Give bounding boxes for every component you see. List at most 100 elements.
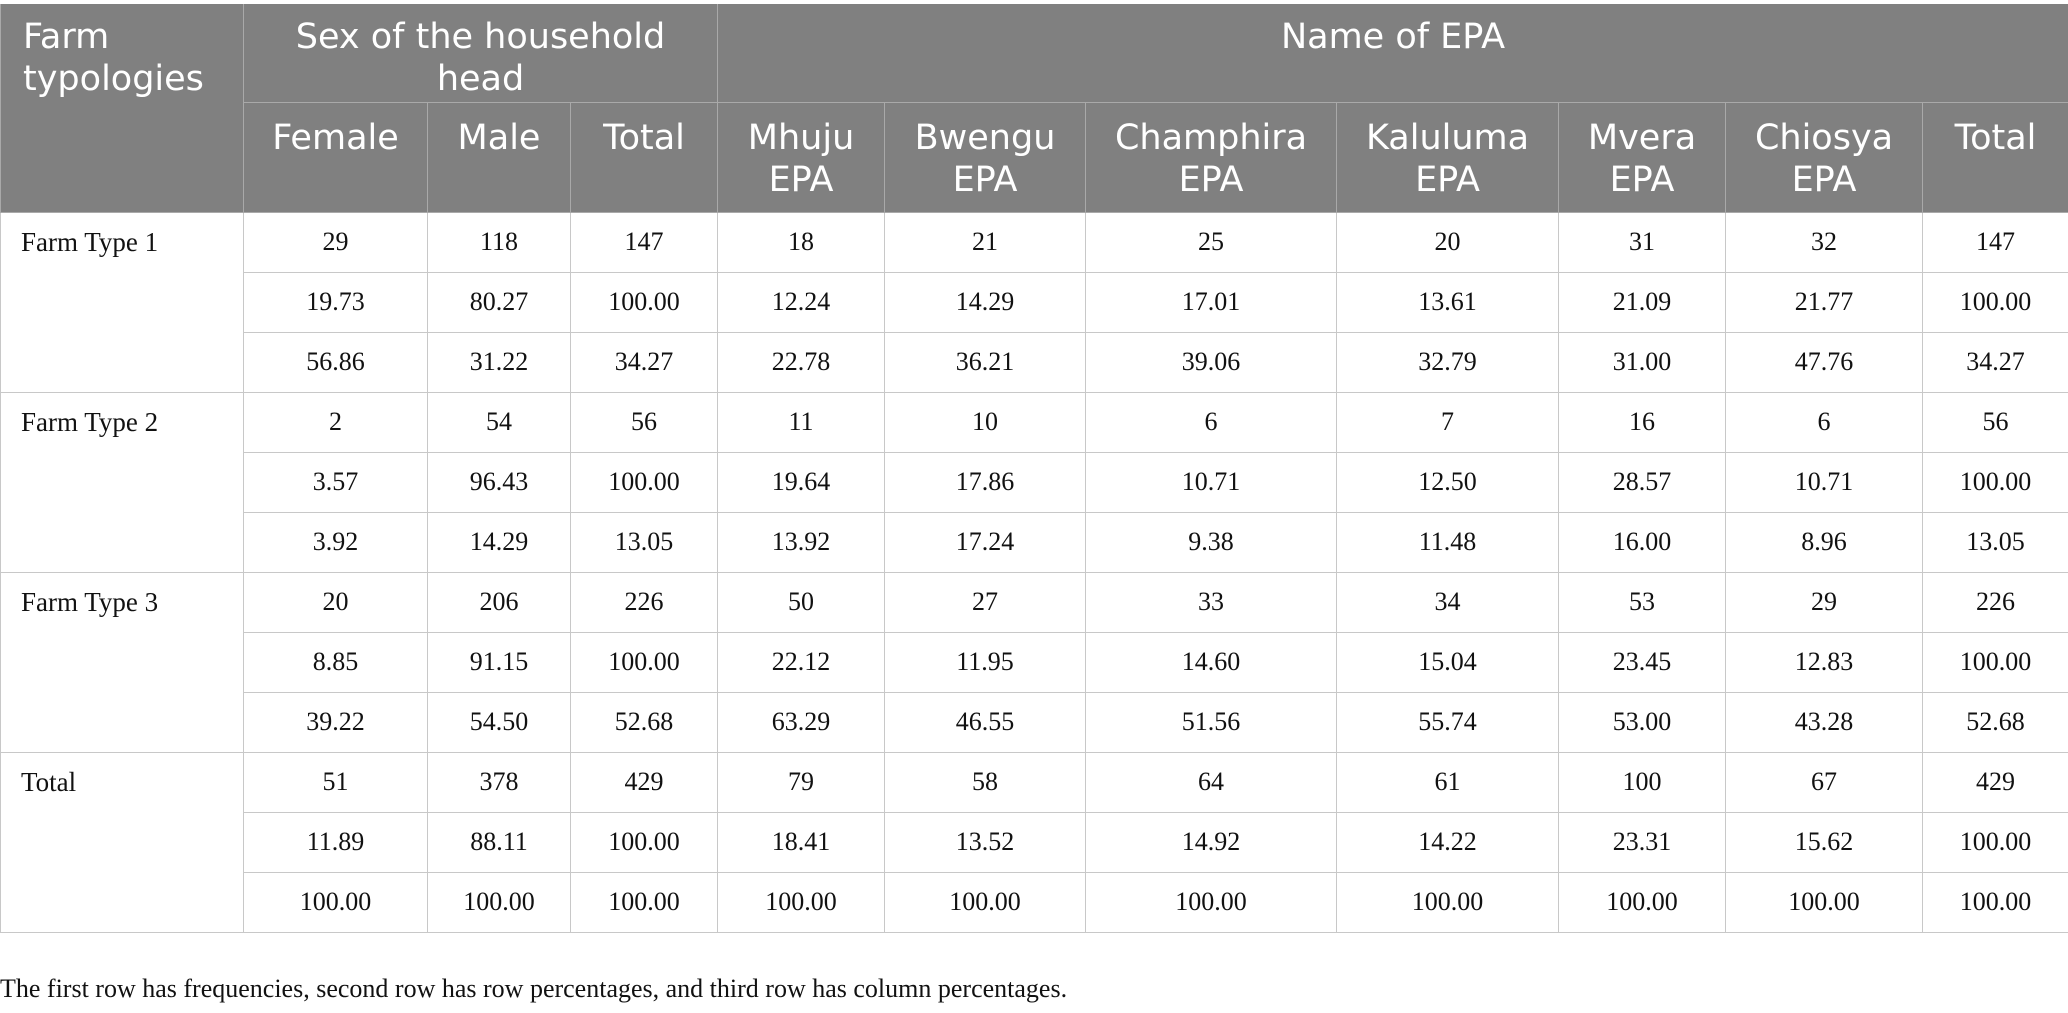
table-row: Farm Type 3 20 206 226 50 27 33 34 53 29 226 <box>0 571 2068 753</box>
table-row: 19.73 80.27 100.00 12.24 14.29 17.01 13.61 21.0… <box>1 271 2068 333</box>
table-cell: 31.00 <box>1558 331 1727 393</box>
column-header: Female <box>243 102 428 213</box>
table-cell: 25 <box>1085 211 1338 273</box>
table-cell: 6 <box>1085 391 1338 453</box>
table-cell: 100.00 <box>884 871 1087 933</box>
table-cell: 11.48 <box>1336 511 1560 573</box>
table-cell: 100.00 <box>569 811 719 873</box>
column-header: Mvera EPA <box>1558 102 1727 213</box>
table-row: Farm Type 1 29 118 147 18 21 25 20 31 32 147 <box>0 211 2068 393</box>
table-cell: 11.95 <box>884 631 1087 693</box>
table-row: Farm Type 2 2 54 56 11 10 6 7 16 6 56 <box>0 391 2068 573</box>
table-cell: 32.79 <box>1336 331 1560 393</box>
table-cell: 80.27 <box>427 271 571 333</box>
table-cell: 67 <box>1725 751 1924 813</box>
table-cell: 55.74 <box>1336 691 1560 753</box>
table-cell: 53 <box>1558 571 1727 633</box>
row-group-label: Farm Type 1 <box>0 211 244 393</box>
header-row-columns: Female Male Total Mhuju EPA Bwengu EPA C… <box>1 102 2068 213</box>
table-cell: 33 <box>1085 571 1338 633</box>
table-cell: 100.00 <box>569 451 719 513</box>
table-cell: 51 <box>243 751 428 813</box>
table-cell: 17.24 <box>884 511 1087 573</box>
table-cell: 226 <box>569 571 719 633</box>
table-cell: 39.22 <box>243 691 428 753</box>
header-row-groups: Farm typologies Sex of the household hea… <box>0 4 2068 213</box>
table-cell: 10 <box>884 391 1087 453</box>
table-cell: 14.60 <box>1085 631 1338 693</box>
table-row: 3.92 14.29 13.05 13.92 17.24 9.38 11.48 16.00 8.… <box>1 511 2068 573</box>
table-cell: 15.62 <box>1725 811 1924 873</box>
column-header: Mhuju EPA <box>717 102 886 213</box>
table-cell: 31.22 <box>427 331 571 393</box>
table-cell: 12.83 <box>1725 631 1924 693</box>
table-cell: 100.00 <box>243 871 428 933</box>
table-body: Farm Type 1 29 118 147 18 21 25 20 31 32 147 19.73 8… <box>0 211 2068 933</box>
table-cell: 14.92 <box>1085 811 1338 873</box>
table-cell: 13.92 <box>717 511 886 573</box>
table-cell: 58 <box>884 751 1087 813</box>
table-cell: 34.27 <box>569 331 719 393</box>
table-cell: 100 <box>1558 751 1727 813</box>
table-cell: 8.96 <box>1725 511 1924 573</box>
table-cell: 17.01 <box>1085 271 1338 333</box>
table-cell: 100.00 <box>569 871 719 933</box>
table-wrapper: Farm typologies Sex of the household hea… <box>0 4 2068 933</box>
table-cell: 52.68 <box>569 691 719 753</box>
table-row: 100.00 100.00 100.00 100.00 100.00 100.00 100.… <box>1 871 2068 933</box>
table-cell: 6 <box>1725 391 1924 453</box>
table-row: 39.22 54.50 52.68 63.29 46.55 51.56 55.74 53.00… <box>1 691 2068 753</box>
table-cell: 54 <box>427 391 571 453</box>
table-cell: 91.15 <box>427 631 571 693</box>
table-cell: 13.05 <box>569 511 719 573</box>
table-header: Farm typologies Sex of the household hea… <box>0 4 2068 213</box>
table-cell: 100.00 <box>1922 871 2068 933</box>
table-cell: 34 <box>1336 571 1560 633</box>
table-cell: 11 <box>717 391 886 453</box>
table-cell: 36.21 <box>884 331 1087 393</box>
column-header: Bwengu EPA <box>884 102 1087 213</box>
row-group-label: Total <box>0 751 244 933</box>
table-cell: 18 <box>717 211 886 273</box>
table-cell: 3.92 <box>243 511 428 573</box>
table-cell: 100.00 <box>1922 451 2068 513</box>
table-cell: 56 <box>1922 391 2068 453</box>
table-cell: 13.05 <box>1922 511 2068 573</box>
table-cell: 18.41 <box>717 811 886 873</box>
table-row: 3.57 96.43 100.00 19.64 17.86 10.71 12.50 28.57… <box>1 451 2068 513</box>
farm-typology-table: Farm typologies Sex of the household hea… <box>0 4 2068 933</box>
table-cell: 21 <box>884 211 1087 273</box>
column-header: Chiosya EPA <box>1725 102 1924 213</box>
column-header: Champhira EPA <box>1085 102 1338 213</box>
header-farm-typologies: Farm typologies <box>0 4 244 213</box>
table-cell: 118 <box>427 211 571 273</box>
table-cell: 22.12 <box>717 631 886 693</box>
header-sex-of-household-head: Sex of the household head <box>243 4 719 103</box>
table-cell: 100.00 <box>1922 271 2068 333</box>
table-cell: 21.09 <box>1558 271 1727 333</box>
table-cell: 2 <box>243 391 428 453</box>
table-cell: 88.11 <box>427 811 571 873</box>
table-cell: 8.85 <box>243 631 428 693</box>
table-cell: 100.00 <box>1922 631 2068 693</box>
table-cell: 56 <box>569 391 719 453</box>
table-row: 11.89 88.11 100.00 18.41 13.52 14.92 14.22 23.3… <box>1 811 2068 873</box>
table-cell: 96.43 <box>427 451 571 513</box>
table-cell: 29 <box>1725 571 1924 633</box>
table-cell: 10.71 <box>1725 451 1924 513</box>
table-cell: 14.29 <box>884 271 1087 333</box>
table-cell: 20 <box>243 571 428 633</box>
table-cell: 43.28 <box>1725 691 1924 753</box>
table-cell: 46.55 <box>884 691 1087 753</box>
table-cell: 23.31 <box>1558 811 1727 873</box>
table-cell: 63.29 <box>717 691 886 753</box>
table-row: 56.86 31.22 34.27 22.78 36.21 39.06 32.79 31.00… <box>1 331 2068 393</box>
row-group-label: Farm Type 2 <box>0 391 244 573</box>
table-cell: 13.61 <box>1336 271 1560 333</box>
table-cell: 19.73 <box>243 271 428 333</box>
table-footnote: The first row has frequencies, second ro… <box>0 974 1068 1003</box>
table-cell: 39.06 <box>1085 331 1338 393</box>
table-cell: 61 <box>1336 751 1560 813</box>
row-group-label: Farm Type 3 <box>0 571 244 753</box>
table-cell: 10.71 <box>1085 451 1338 513</box>
